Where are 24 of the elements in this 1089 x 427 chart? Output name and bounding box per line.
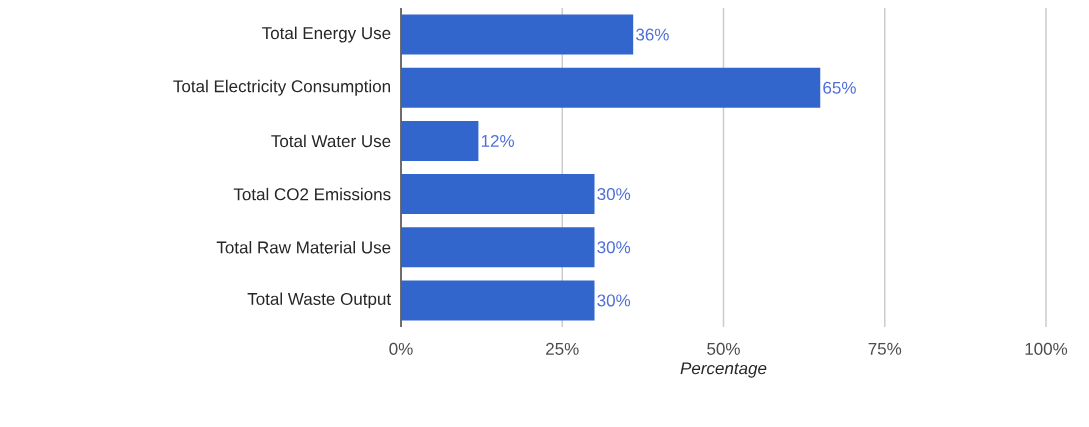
x-tick-label: 100% — [1025, 342, 1068, 355]
bar — [401, 280, 595, 321]
y-tick-label: Total Water Use — [271, 134, 391, 148]
bar — [401, 14, 634, 55]
x-tick-label: 25% — [546, 342, 579, 355]
x-axis-title: Percentage — [680, 362, 767, 378]
bar — [401, 227, 595, 268]
bar — [401, 174, 595, 215]
y-tick-label: Total Energy Use — [262, 26, 391, 43]
y-tick-label: Total CO2 Emissions — [233, 187, 391, 201]
data-label: 36% — [636, 28, 669, 41]
y-tick-label: Total Electricity Consumption — [173, 79, 390, 96]
data-label: 30% — [597, 241, 631, 254]
x-tick-label: 0% — [389, 342, 413, 355]
data-label: 12% — [481, 134, 515, 147]
y-tick-label: Total Raw Material Use — [216, 241, 391, 254]
bar — [401, 120, 479, 161]
y-tick-label: Total Waste Output — [247, 292, 391, 309]
data-label: 65% — [823, 81, 856, 94]
x-tick-label: 50% — [707, 342, 740, 355]
data-label: 30% — [597, 294, 631, 307]
x-tick-label: 75% — [868, 342, 902, 355]
bar — [401, 67, 821, 108]
data-label: 30% — [597, 188, 631, 201]
